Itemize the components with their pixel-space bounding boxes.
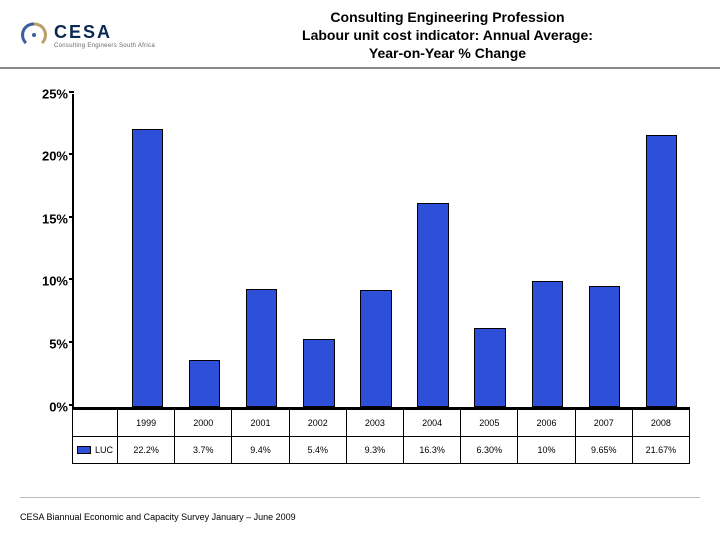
bar: [474, 328, 505, 407]
footer-divider: [20, 497, 700, 498]
y-axis-tick-mark: [69, 278, 74, 280]
table-header-blank: [73, 410, 118, 436]
y-axis-tick-mark: [69, 404, 74, 406]
table-cell-year: 2005: [461, 410, 518, 436]
table-cell-year: 2002: [290, 410, 347, 436]
bar: [417, 203, 448, 407]
y-axis-tick-mark: [69, 341, 74, 343]
title-line-3: Year-on-Year % Change: [195, 44, 700, 62]
table-cell-value: 5.4%: [290, 437, 347, 463]
table-cell-year: 2000: [175, 410, 232, 436]
table-cell-value: 16.3%: [404, 437, 461, 463]
title-line-1: Consulting Engineering Profession: [195, 8, 700, 26]
y-axis-tick-label: 20%: [24, 149, 68, 164]
bar: [189, 360, 220, 406]
y-axis-tick-mark: [69, 91, 74, 93]
y-axis-tick-label: 5%: [24, 336, 68, 351]
table-cell-year: 2007: [576, 410, 633, 436]
bar: [589, 286, 620, 407]
series-name: LUC: [95, 445, 113, 455]
table-cell-value: 9.65%: [576, 437, 633, 463]
table-cell-year: 2001: [232, 410, 289, 436]
table-cell-year: 2006: [518, 410, 575, 436]
table-cell-value: 3.7%: [175, 437, 232, 463]
table-cell-year: 2008: [633, 410, 690, 436]
table-cell-value: 21.67%: [633, 437, 690, 463]
table-cell-year: 2004: [404, 410, 461, 436]
bar: [303, 339, 334, 407]
bar: [360, 290, 391, 406]
logo-text: CESA: [54, 22, 155, 43]
y-axis-tick-mark: [69, 216, 74, 218]
table-header-series: LUC: [73, 437, 118, 463]
y-axis-tick-label: 0%: [24, 399, 68, 414]
footer-text: CESA Biannual Economic and Capacity Surv…: [20, 512, 296, 522]
table-cell-year: 2003: [347, 410, 404, 436]
logo: CESA Consulting Engineers South Africa: [20, 21, 155, 49]
y-axis-tick-label: 15%: [24, 211, 68, 226]
bar: [246, 289, 277, 407]
data-table: 1999200020012002200320042005200620072008…: [72, 409, 690, 464]
table-cell-year: 1999: [118, 410, 175, 436]
logo-subtext: Consulting Engineers South Africa: [54, 43, 155, 49]
y-axis-tick-mark: [69, 153, 74, 155]
header: CESA Consulting Engineers South Africa C…: [0, 0, 720, 69]
bar-chart: 0%5%10%15%20%25% 19992000200120022003200…: [20, 94, 700, 464]
plot-region: 0%5%10%15%20%25%: [72, 94, 690, 409]
bar: [532, 281, 563, 406]
table-cell-value: 9.4%: [232, 437, 289, 463]
table-cell-value: 22.2%: [118, 437, 175, 463]
y-axis-tick-label: 10%: [24, 274, 68, 289]
bar: [646, 135, 677, 406]
legend-swatch-icon: [77, 446, 91, 454]
table-cell-value: 6.30%: [461, 437, 518, 463]
logo-mark-icon: [20, 21, 48, 49]
table-cell-value: 10%: [518, 437, 575, 463]
table-row: LUC 22.2%3.7%9.4%5.4%9.3%16.3%6.30%10%9.6…: [72, 436, 690, 464]
y-axis-tick-label: 25%: [24, 86, 68, 101]
table-cell-value: 9.3%: [347, 437, 404, 463]
title-line-2: Labour unit cost indicator: Annual Avera…: [195, 26, 700, 44]
bar: [132, 129, 163, 407]
table-row: 1999200020012002200320042005200620072008: [72, 409, 690, 436]
page-title: Consulting Engineering Profession Labour…: [195, 8, 700, 63]
